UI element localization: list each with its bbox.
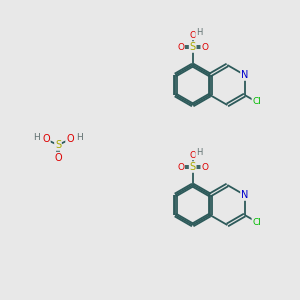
Text: Cl: Cl bbox=[252, 98, 261, 106]
Text: H: H bbox=[196, 148, 203, 157]
Text: O: O bbox=[201, 163, 208, 172]
Text: O: O bbox=[54, 153, 62, 163]
Text: S: S bbox=[190, 42, 196, 52]
Text: Cl: Cl bbox=[252, 218, 261, 226]
Text: H: H bbox=[33, 134, 40, 142]
Text: H: H bbox=[196, 28, 203, 37]
Text: O: O bbox=[177, 43, 184, 52]
Text: O: O bbox=[177, 163, 184, 172]
Text: N: N bbox=[241, 70, 248, 80]
Text: N: N bbox=[241, 190, 248, 200]
Text: O: O bbox=[66, 134, 74, 144]
Text: H: H bbox=[76, 134, 83, 142]
Text: S: S bbox=[190, 162, 196, 172]
Text: O: O bbox=[42, 134, 50, 144]
Text: O: O bbox=[201, 43, 208, 52]
Text: O: O bbox=[189, 31, 196, 40]
Text: S: S bbox=[55, 140, 61, 150]
Text: O: O bbox=[189, 151, 196, 160]
